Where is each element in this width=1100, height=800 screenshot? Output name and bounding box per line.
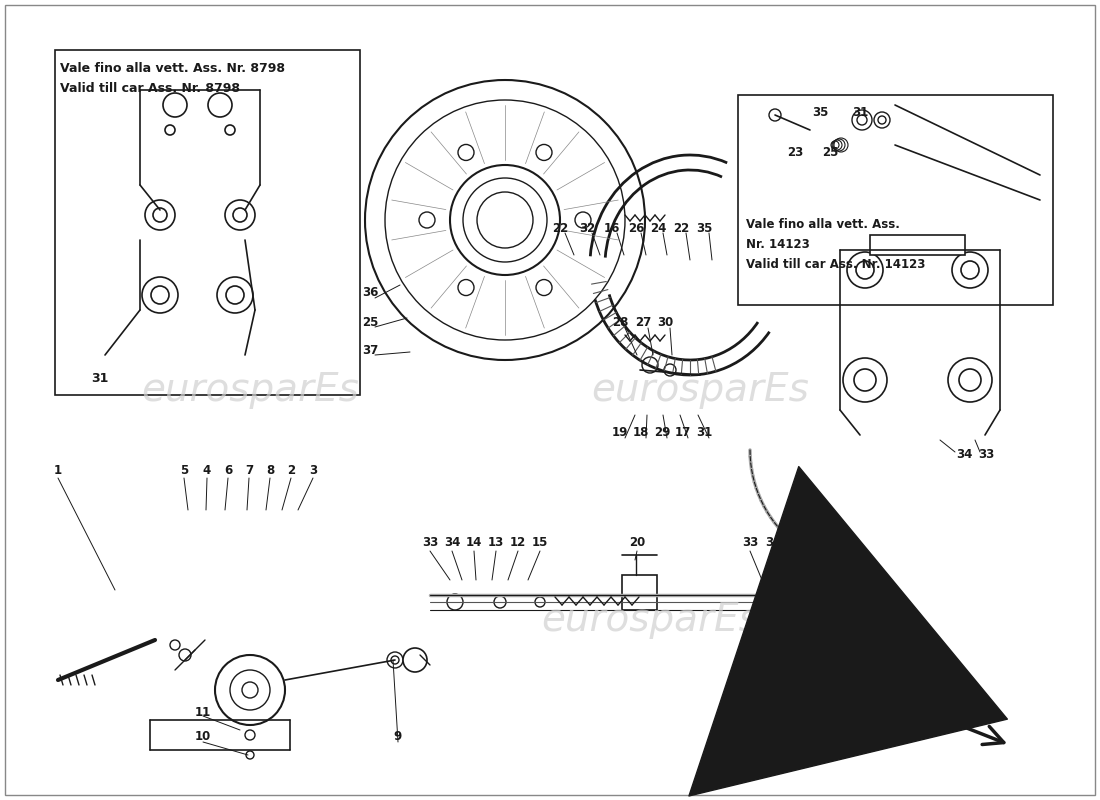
Text: 37: 37 [362,343,378,357]
Text: eurosparEs: eurosparEs [591,371,808,409]
Text: 36: 36 [362,286,378,299]
Text: 31: 31 [696,426,712,439]
Text: 19: 19 [612,426,628,439]
Text: 33: 33 [978,449,994,462]
Text: Valid till car Ass. Nr. 14123: Valid till car Ass. Nr. 14123 [746,258,925,271]
Text: 6: 6 [224,463,232,477]
Text: eurosparEs: eurosparEs [541,601,759,639]
Text: 27: 27 [635,317,651,330]
Text: 34: 34 [443,537,460,550]
Text: eurosparEs: eurosparEs [141,371,359,409]
Text: 32: 32 [579,222,595,234]
Text: 11: 11 [195,706,211,718]
Text: 22: 22 [673,222,689,234]
Text: 15: 15 [531,537,548,550]
Text: 35: 35 [812,106,828,119]
Text: 34: 34 [956,449,972,462]
Text: 28: 28 [612,317,628,330]
Text: 16: 16 [604,222,620,234]
Text: 23: 23 [786,146,803,158]
Text: 10: 10 [195,730,211,743]
Text: 31: 31 [851,106,868,119]
Text: 17: 17 [675,426,691,439]
Text: 33: 33 [741,537,758,550]
Circle shape [403,648,427,672]
Text: 30: 30 [657,317,673,330]
Text: 4: 4 [202,463,211,477]
Text: Valid till car Ass. Nr. 8798: Valid till car Ass. Nr. 8798 [60,82,240,94]
Text: 3: 3 [309,463,317,477]
Text: 7: 7 [245,463,253,477]
Text: 9: 9 [394,730,403,743]
Text: 5: 5 [180,463,188,477]
Text: 14: 14 [465,537,482,550]
Text: Vale fino alla vett. Ass.: Vale fino alla vett. Ass. [746,218,900,231]
Text: 2: 2 [287,463,295,477]
Text: 33: 33 [422,537,438,550]
Text: 1: 1 [54,463,62,477]
Bar [870,235,965,255]
Text: Vale fino alla vett. Ass. Nr. 8798: Vale fino alla vett. Ass. Nr. 8798 [60,62,285,74]
Text: 21: 21 [788,537,804,550]
Text: 26: 26 [628,222,645,234]
Bar [55,50,360,395]
Text: 31: 31 [91,371,109,385]
Text: 25: 25 [822,146,838,158]
Text: 13: 13 [488,537,504,550]
Text: 24: 24 [650,222,667,234]
Text: 29: 29 [653,426,670,439]
Bar [738,95,1053,305]
Text: 35: 35 [696,222,712,234]
Text: 22: 22 [552,222,568,234]
Text: 20: 20 [629,537,645,550]
Text: 8: 8 [266,463,274,477]
Text: 18: 18 [632,426,649,439]
Text: 25: 25 [362,315,378,329]
Text: 34: 34 [764,537,781,550]
Bar [621,575,657,610]
Text: 12: 12 [510,537,526,550]
Text: Nr. 14123: Nr. 14123 [746,238,810,251]
